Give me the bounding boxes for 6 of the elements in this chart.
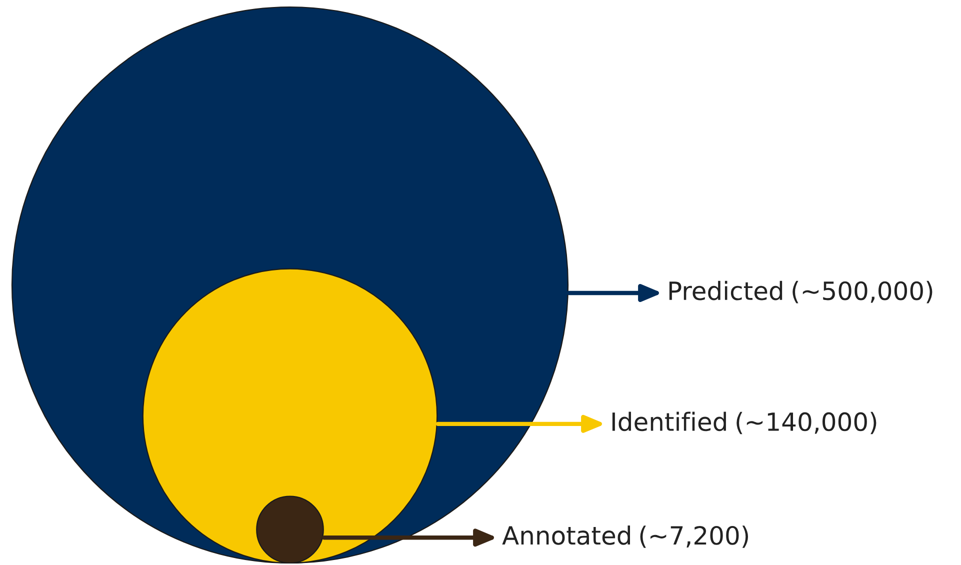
category-label: Identified: [612, 412, 726, 432]
data-label: (~140,000): [736, 412, 876, 434]
category-label: Annotated: [502, 526, 630, 545]
data-label: (~500,000): [792, 280, 932, 304]
category-label: Predicted: [669, 280, 782, 300]
data-label: (~7,200): [640, 526, 748, 548]
